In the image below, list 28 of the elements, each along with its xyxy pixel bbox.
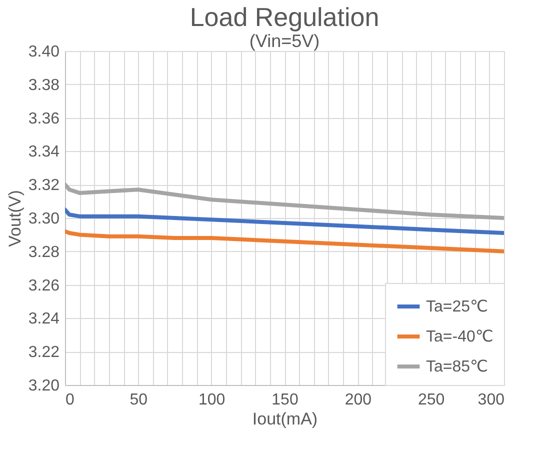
x-tick-label: 250: [418, 392, 445, 408]
y-tick-label: 3.40: [28, 44, 60, 60]
legend-label: Ta=85℃: [426, 358, 488, 376]
x-tick-label: 300: [478, 392, 505, 408]
x-tick-label: 150: [272, 392, 298, 408]
y-tick-label: 3.38: [28, 76, 60, 94]
x-tick-label: 200: [344, 392, 372, 408]
y-tick-label: 3.22: [28, 344, 60, 362]
y-tick-label: 3.32: [28, 177, 60, 194]
y-tick-label: 3.26: [28, 277, 60, 294]
legend-label: Ta=-40℃: [426, 328, 494, 346]
y-tick-label: 3.28: [28, 244, 60, 261]
x-tick-label: 100: [198, 392, 226, 408]
line-series: [65, 208, 504, 236]
chart-subtitle: (Vin=5V): [249, 31, 320, 51]
x-axis-title: Iout(mA): [252, 410, 318, 428]
y-tick-label: 3.20: [28, 378, 60, 394]
y-axis-title: Vout(V): [5, 190, 24, 247]
line-series: [65, 229, 504, 254]
line-series: [65, 182, 504, 220]
y-tick-label: 3.34: [28, 144, 60, 161]
chart-title: Load Regulation: [190, 2, 380, 32]
y-tick-label: 3.30: [28, 210, 60, 228]
y-tick-label: 3.24: [28, 310, 60, 328]
legend-label: Ta=25℃: [426, 298, 488, 316]
x-tick-label: 50: [130, 392, 148, 408]
x-tick-label: 0: [66, 392, 74, 408]
y-tick-label: 3.36: [28, 110, 60, 128]
